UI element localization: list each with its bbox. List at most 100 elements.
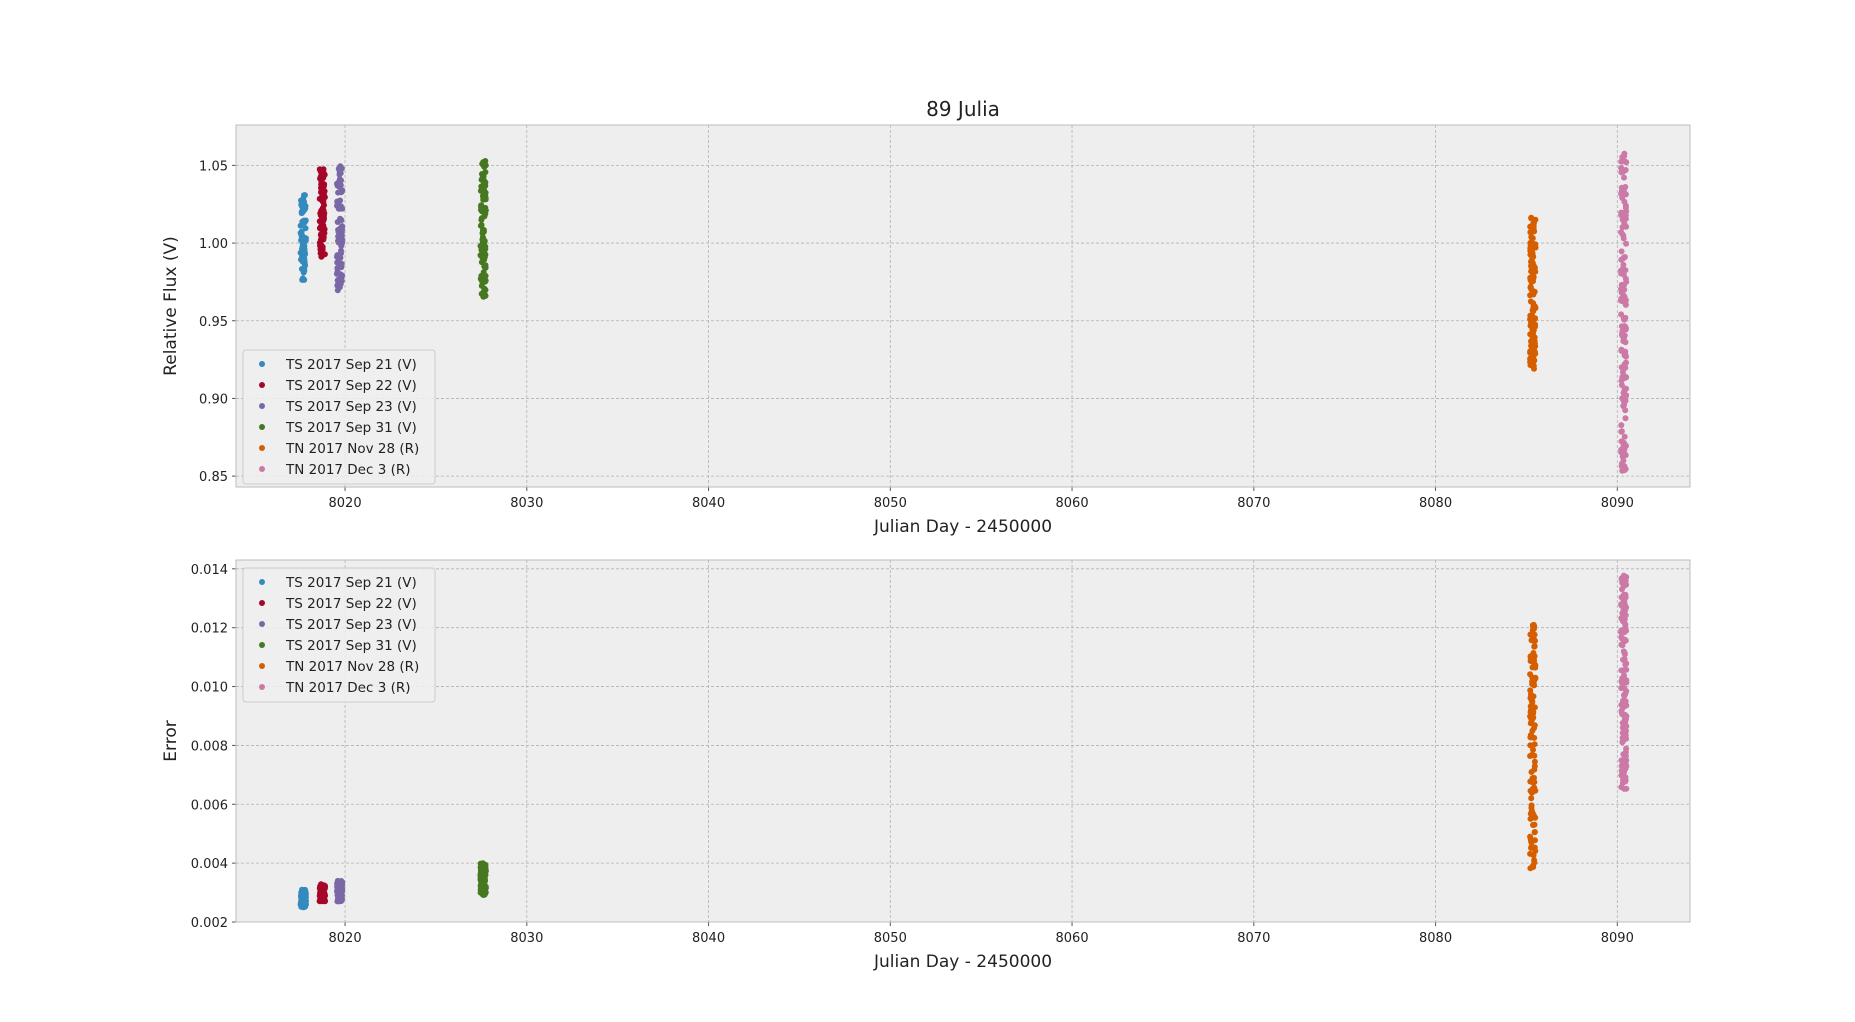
data-point [339,888,345,895]
data-point [1623,745,1630,752]
data-point [338,217,345,224]
data-point [335,238,341,244]
data-point [1531,763,1538,770]
data-point [318,881,325,888]
data-point [1618,428,1625,435]
y-tick-label: 0.014 [191,563,228,578]
data-point [478,866,485,873]
data-point [1620,572,1627,579]
x-tick-label: 8040 [692,496,725,511]
series-1 [297,886,309,911]
data-point [1621,785,1628,792]
data-point [1622,204,1629,211]
data-point [481,213,488,220]
data-point [478,202,485,209]
data-point [297,899,304,906]
data-point [1530,621,1537,628]
data-point [300,259,307,266]
data-point [320,171,327,178]
data-point [1532,674,1539,681]
series-6 [1618,572,1630,792]
error-panel: 8020 8030 8040 8050 8060 8070 8080 8090 0.002 0.0… [161,559,1691,972]
axes-frame [235,124,1691,488]
data-point [1621,386,1628,393]
plot-area [236,560,1690,922]
data-point [1622,774,1629,781]
legend: TS 2017 Sep 21 (V) TS 2017 Sep 22 (V) TS 2… [242,349,436,485]
data-point [1622,212,1629,219]
data-point [1531,821,1538,828]
data-point [1623,702,1630,709]
data-point [1621,433,1628,440]
x-tick-label: 8060 [1056,931,1089,946]
data-point [1622,339,1629,346]
data-point [1620,439,1627,446]
data-point [299,276,306,283]
data-point [339,223,346,230]
data-point [299,889,306,895]
data-point [1530,225,1537,231]
data-point [338,188,345,195]
data-point [1532,664,1539,671]
legend: TS 2017 Sep 21 (V) TS 2017 Sep 22 (V) TS 2… [242,567,436,703]
y-tick-label: 0.006 [191,798,228,813]
series-5 [1527,214,1539,372]
data-point [1532,343,1539,350]
figure-title: 89 Julia [926,97,1000,121]
legend-label: TN 2017 Nov 28 (R) [285,659,419,675]
data-point [1531,722,1538,729]
data-point [480,162,487,169]
data-point [1532,350,1539,357]
data-point [1622,591,1629,598]
data-point [478,222,485,228]
legend-box [242,349,436,485]
data-point [1618,281,1625,288]
x-tick-label: 8030 [510,496,543,511]
data-point [333,270,340,277]
data-point [321,890,328,897]
data-point [301,192,308,199]
legend-marker [259,642,265,648]
data-point [1527,247,1534,254]
data-point [1621,724,1627,731]
data-point [1620,617,1627,624]
legend-marker [259,445,265,451]
data-point [1621,150,1628,157]
series-1 [297,192,309,283]
legend-label: TS 2017 Sep 22 (V) [285,378,417,394]
y-tick-label: 0.010 [191,681,228,696]
data-point [482,287,489,293]
data-point [482,292,489,299]
legend-marker [259,684,265,690]
data-point [1621,667,1627,674]
data-point [1527,653,1534,660]
data-point [1530,291,1537,298]
x-tick-label: 8030 [510,931,543,946]
series-6 [1618,150,1630,474]
data-point [1530,322,1537,329]
data-point [1528,733,1535,740]
legend-marker [259,424,265,430]
data-point [482,264,489,271]
flux-panel: 8020 8030 8040 8050 8060 8070 8080 8090 0.85 0.90… [161,124,1691,537]
data-point [1530,275,1537,282]
data-point [320,897,327,904]
data-point [1621,766,1628,773]
data-point [1621,692,1628,699]
data-point [302,894,309,901]
data-point [1620,656,1626,663]
x-tick-label: 8090 [1601,496,1634,511]
data-point [337,203,344,210]
data-point [1530,852,1537,859]
legend-marker [259,579,265,585]
data-point [1622,364,1629,371]
y-tick-label: 0.90 [199,392,228,407]
data-point [316,239,323,246]
data-point [1621,352,1628,359]
legend-label: TN 2017 Dec 3 (R) [285,680,411,696]
data-point [1621,651,1628,658]
data-point [1530,308,1537,315]
data-point [481,244,488,251]
data-point [1620,751,1627,758]
data-point [1618,209,1625,216]
